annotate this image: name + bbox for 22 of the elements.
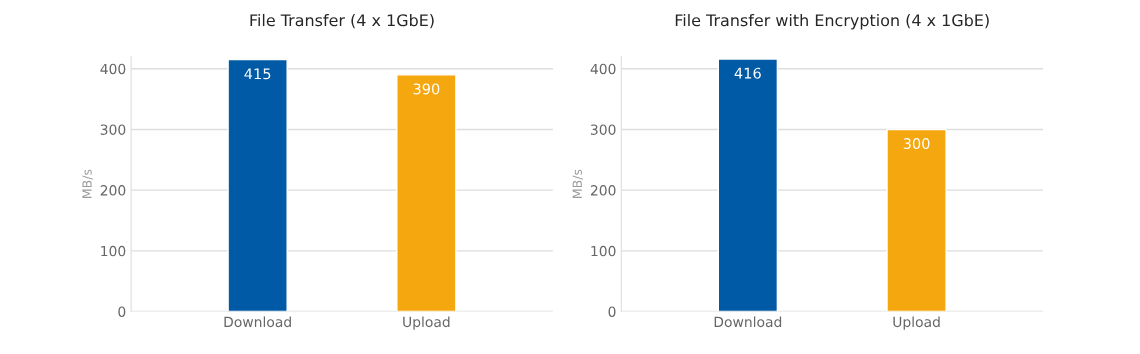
y-tick-label: 300 <box>590 124 616 135</box>
x-tick-label: Upload <box>403 316 450 330</box>
y-axis-title: MB/s <box>572 169 583 198</box>
data-label: 415 <box>244 68 271 80</box>
y-tick-label: 200 <box>590 185 616 196</box>
y-axis-title: MB/s <box>82 169 93 198</box>
y-tick-label: 100 <box>591 245 616 257</box>
y-tick-label: 100 <box>101 245 126 257</box>
y-tick-label: 400 <box>590 63 616 75</box>
data-label: 390 <box>413 83 440 95</box>
y-tick-label: 0 <box>608 306 616 317</box>
x-tick-label: Download <box>224 316 291 328</box>
data-label: 300 <box>903 138 930 150</box>
x-tick-label: Download <box>714 316 782 328</box>
chart-title: File Transfer with Encryption (4 x 1GbE) <box>675 13 989 30</box>
chart-title: File Transfer (4 x 1GbE) <box>250 13 434 29</box>
data-label: 416 <box>734 67 761 79</box>
y-tick-label: 300 <box>100 124 126 135</box>
y-tick-label: 0 <box>118 306 126 317</box>
y-tick-label: 400 <box>100 63 126 75</box>
y-tick-label: 200 <box>100 185 126 196</box>
x-tick-label: Upload <box>893 316 940 330</box>
